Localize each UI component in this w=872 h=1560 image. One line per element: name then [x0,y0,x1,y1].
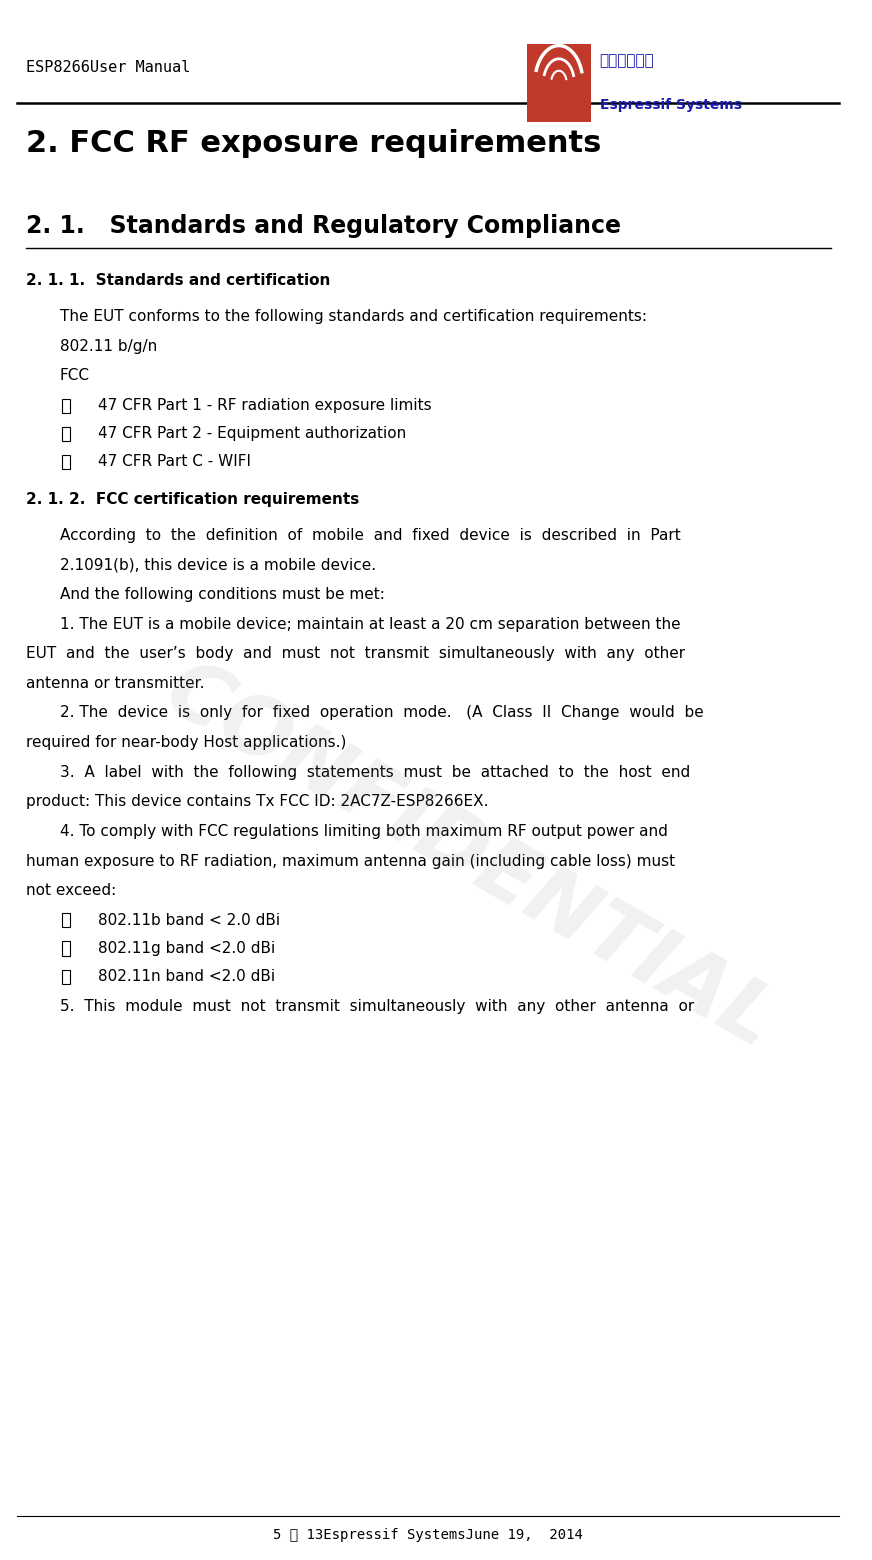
Text: required for near-body Host applications.): required for near-body Host applications… [25,735,346,750]
Bar [62,914,70,927]
Bar [62,427,70,441]
Text: CONFIDENTIAL: CONFIDENTIAL [152,651,791,1065]
Text: 802.11n band <2.0 dBi: 802.11n band <2.0 dBi [99,969,276,984]
Text: 802.11g band <2.0 dBi: 802.11g band <2.0 dBi [99,941,276,956]
Bar [62,456,70,468]
Text: 2. 1.   Standards and Regulatory Compliance: 2. 1. Standards and Regulatory Complianc… [25,214,621,239]
Text: 47 CFR Part 2 - Equipment authorization: 47 CFR Part 2 - Equipment authorization [99,426,406,441]
Text: According  to  the  definition  of  mobile  and  fixed  device  is  described  i: According to the definition of mobile an… [60,527,681,543]
Text: antenna or transmitter.: antenna or transmitter. [25,675,204,691]
Text: 802.11b band < 2.0 dBi: 802.11b band < 2.0 dBi [99,913,281,928]
Text: product: This device contains Tx FCC ID: 2AC7Z-ESP8266EX.: product: This device contains Tx FCC ID:… [25,794,488,810]
Text: 5 ／ 13Espressif SystemsJune 19,  2014: 5 ／ 13Espressif SystemsJune 19, 2014 [273,1529,583,1541]
FancyBboxPatch shape [527,44,591,122]
Text: 2. The  device  is  only  for  fixed  operation  mode.   (A  Class  II  Change  : 2. The device is only for fixed operatio… [60,705,704,721]
Text: 5.  This  module  must  not  transmit  simultaneously  with  any  other  antenna: 5. This module must not transmit simulta… [60,998,694,1014]
Text: 3.  A  label  with  the  following  statements  must  be  attached  to  the  hos: 3. A label with the following statements… [60,764,691,780]
Text: 乐鑑信息科技: 乐鑑信息科技 [600,53,654,69]
Text: human exposure to RF radiation, maximum antenna gain (including cable loss) must: human exposure to RF radiation, maximum … [25,853,675,869]
Bar [62,942,70,955]
Text: Espressif Systems: Espressif Systems [600,98,741,111]
Text: not exceed:: not exceed: [25,883,116,899]
Text: 2. 1. 1.  Standards and certification: 2. 1. 1. Standards and certification [25,273,330,289]
Text: FCC: FCC [60,368,90,384]
Bar [62,970,70,984]
Text: 2. FCC RF exposure requirements: 2. FCC RF exposure requirements [25,129,601,158]
Text: 1. The EUT is a mobile device; maintain at least a 20 cm separation between the: 1. The EUT is a mobile device; maintain … [60,616,680,632]
Text: The EUT conforms to the following standards and certification requirements:: The EUT conforms to the following standa… [60,309,647,324]
Text: 802.11 b/g/n: 802.11 b/g/n [60,339,157,354]
Text: 2. 1. 2.  FCC certification requirements: 2. 1. 2. FCC certification requirements [25,491,359,507]
Text: EUT  and  the  user’s  body  and  must  not  transmit  simultaneously  with  any: EUT and the user’s body and must not tra… [25,646,685,661]
Text: 2.1091(b), this device is a mobile device.: 2.1091(b), this device is a mobile devic… [60,557,376,573]
Text: 47 CFR Part C - WIFI: 47 CFR Part C - WIFI [99,454,251,470]
Bar [62,398,70,412]
Text: 4. To comply with FCC regulations limiting both maximum RF output power and: 4. To comply with FCC regulations limiti… [60,824,668,839]
Text: ESP8266User Manual: ESP8266User Manual [25,59,190,75]
Text: 47 CFR Part 1 - RF radiation exposure limits: 47 CFR Part 1 - RF radiation exposure li… [99,398,433,413]
Text: And the following conditions must be met:: And the following conditions must be met… [60,587,385,602]
